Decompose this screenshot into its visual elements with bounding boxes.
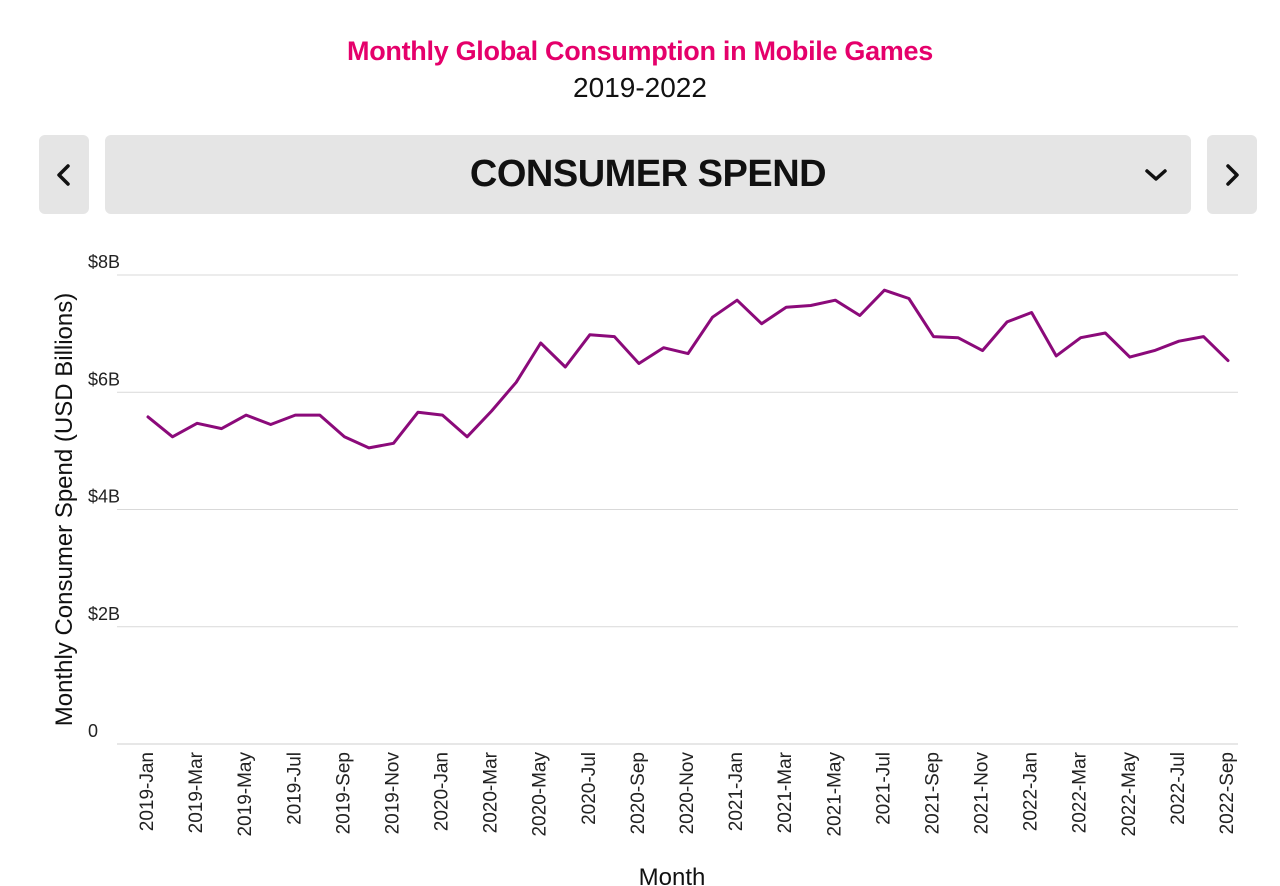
y-tick-label: $8B [88, 252, 120, 272]
y-tick-label: $4B [88, 487, 120, 507]
x-tick-label: 2020-Jan [432, 752, 453, 831]
chevron-left-icon [57, 163, 70, 186]
x-tick-label: 2020-Sep [628, 752, 649, 834]
chart-title: Monthly Global Consumption in Mobile Gam… [347, 36, 933, 66]
y-tick-label: $2B [88, 604, 120, 624]
x-tick-label: 2019-Sep [333, 752, 354, 834]
x-tick-label: 2020-Nov [677, 752, 698, 835]
series-line [146, 288, 1230, 450]
x-tick-label: 2021-Sep [922, 752, 943, 834]
x-tick-label: 2021-May [824, 752, 845, 837]
next-metric-button[interactable] [1207, 135, 1257, 214]
x-tick-label: 2019-May [235, 752, 256, 837]
y-tick-label: $6B [88, 369, 120, 389]
y-tick-label: 0 [88, 721, 98, 741]
x-tick-label: 2020-Mar [481, 751, 502, 833]
x-tick-label: 2019-Jan [137, 752, 158, 831]
x-tick-label: 2020-May [530, 752, 551, 837]
chart-subtitle: 2019-2022 [573, 72, 707, 103]
x-tick-label: 2021-Jul [873, 752, 894, 825]
x-tick-label: 2022-Mar [1070, 751, 1091, 833]
x-tick-label: 2022-Jul [1168, 752, 1189, 825]
x-tick-label: 2022-May [1119, 752, 1140, 837]
x-axis-title: Month [639, 864, 706, 886]
x-tick-label: 2021-Mar [775, 751, 796, 833]
x-tick-label: 2022-Sep [1217, 752, 1238, 834]
x-tick-label: 2021-Jan [726, 752, 747, 831]
x-tick-label: 2020-Jul [579, 752, 600, 825]
y-axis-title: Monthly Consumer Spend (USD Billions) [51, 293, 78, 727]
chevron-down-icon [1141, 161, 1171, 189]
metric-dropdown-label: CONSUMER SPEND [469, 153, 827, 195]
x-tick-label: 2022-Jan [1021, 752, 1042, 831]
x-tick-label: 2019-Mar [186, 751, 207, 833]
x-tick-label: 2019-Jul [284, 752, 305, 825]
x-tick-label: 2021-Nov [972, 752, 993, 835]
previous-metric-button[interactable] [39, 135, 89, 214]
chevron-right-icon [1226, 163, 1239, 186]
line-chart: 0 $2B $4B $6B $8B 2019-Jan 2019-Mar 2019-May 201… [51, 252, 1238, 886]
x-tick-label: 2019-Nov [382, 752, 403, 835]
metric-dropdown[interactable]: CONSUMER SPEND [105, 135, 1191, 214]
